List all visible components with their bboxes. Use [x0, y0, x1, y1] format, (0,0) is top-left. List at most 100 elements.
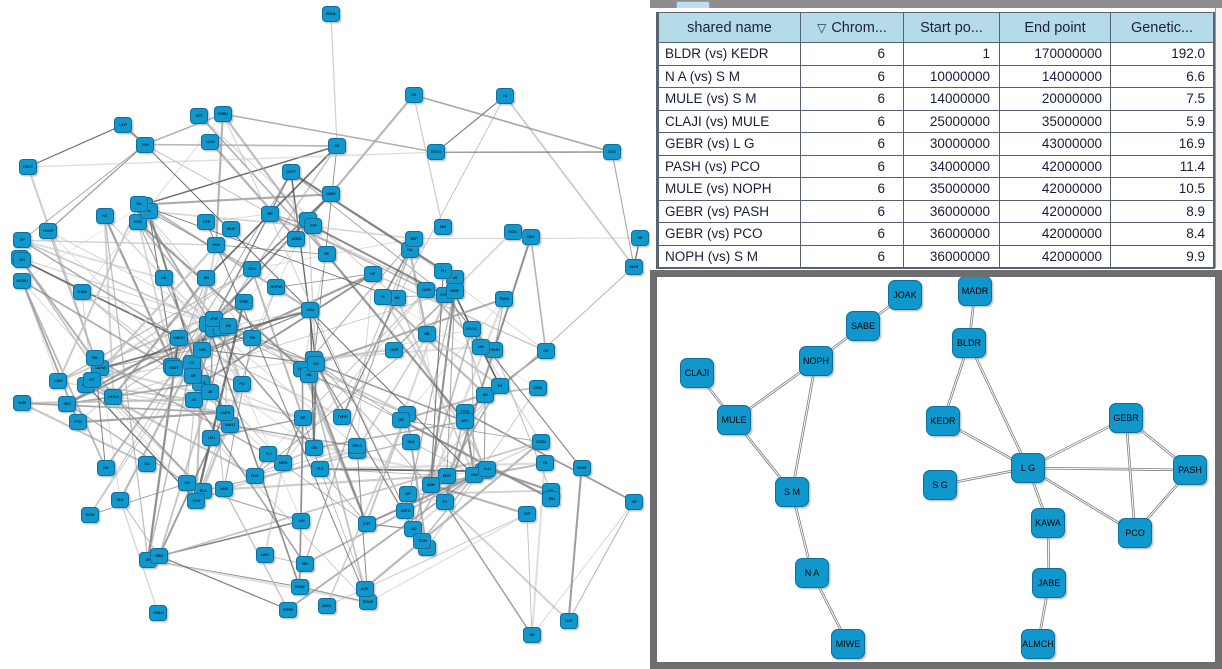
- node[interactable]: PTG: [69, 414, 88, 431]
- node[interactable]: JRU: [542, 490, 561, 507]
- table-cell[interactable]: 6: [801, 133, 904, 156]
- node[interactable]: WAJ: [301, 302, 320, 319]
- table-row[interactable]: GEBR (vs) PCO 6 36000000 42000000 8.4: [659, 223, 1214, 246]
- table-cell[interactable]: NOPH (vs) S M: [659, 245, 801, 268]
- node[interactable]: PTP: [304, 218, 323, 235]
- node[interactable]: HP: [363, 265, 382, 282]
- node[interactable]: MMK: [445, 282, 464, 299]
- panel-tab[interactable]: [676, 1, 710, 8]
- node[interactable]: TB: [535, 455, 554, 472]
- table-cell[interactable]: 6.6: [1111, 65, 1214, 88]
- node[interactable]: PLJ: [311, 460, 330, 477]
- table-cell[interactable]: 6: [801, 88, 904, 111]
- small-network-view[interactable]: JOAK SABE NOPH CLAJI MULE S M N A MIWE MADR BLDR K…: [657, 277, 1215, 662]
- table-cell[interactable]: GEBR (vs) PCO: [659, 223, 801, 246]
- table-cell[interactable]: 6: [801, 200, 904, 223]
- table-cell[interactable]: 7.5: [1111, 88, 1214, 111]
- node[interactable]: ROPW: [267, 279, 286, 296]
- table-cell[interactable]: PASH (vs) PCO: [659, 155, 801, 178]
- node[interactable]: OE: [536, 343, 555, 360]
- node[interactable]: WNB: [572, 460, 591, 477]
- node[interactable]: KB: [154, 270, 173, 287]
- node[interactable]: PL: [374, 289, 393, 306]
- table-cell[interactable]: 6: [801, 43, 904, 66]
- node[interactable]: GTU: [187, 492, 206, 509]
- node[interactable]: KMJT: [164, 360, 183, 377]
- node[interactable]: PJ: [435, 494, 454, 511]
- node[interactable]: KG: [307, 355, 326, 372]
- node[interactable]: TAL: [85, 350, 104, 367]
- node[interactable]: DTE: [197, 213, 216, 230]
- node-n-a[interactable]: N A: [795, 558, 829, 588]
- node-kedr[interactable]: KEDR: [926, 406, 960, 436]
- table-row[interactable]: GEBR (vs) L G 6 30000000 43000000 16.9: [659, 133, 1214, 156]
- node-bldr[interactable]: BLDR: [952, 328, 986, 358]
- node[interactable]: SA: [129, 196, 148, 213]
- table-cell[interactable]: MULE (vs) S M: [659, 88, 801, 111]
- node[interactable]: TEH: [135, 136, 154, 153]
- node[interactable]: RK: [317, 246, 336, 263]
- node[interactable]: OK: [404, 87, 423, 103]
- table-cell[interactable]: 10.5: [1111, 178, 1214, 201]
- node[interactable]: WUE: [221, 220, 240, 237]
- node[interactable]: NGN: [503, 223, 522, 240]
- node[interactable]: LMPB: [216, 404, 235, 421]
- table-cell[interactable]: 42000000: [1000, 245, 1111, 268]
- node-jabe[interactable]: JABE: [1032, 568, 1066, 598]
- table-cell[interactable]: CLAJI (vs) MULE: [659, 110, 801, 133]
- node[interactable]: SR: [625, 493, 643, 510]
- table-cell[interactable]: 16.9: [1111, 133, 1214, 156]
- node[interactable]: BN: [197, 270, 216, 287]
- table-cell[interactable]: 8.4: [1111, 223, 1214, 246]
- table-cell[interactable]: 42000000: [1000, 223, 1111, 246]
- node[interactable]: SGBU: [213, 105, 232, 122]
- node[interactable]: TLJ: [259, 445, 278, 462]
- node-s-m[interactable]: S M: [775, 477, 809, 507]
- node[interactable]: JHAN: [72, 284, 91, 301]
- table-cell[interactable]: 11.4: [1111, 155, 1214, 178]
- node[interactable]: SU: [137, 456, 156, 473]
- node[interactable]: JTDN: [413, 532, 432, 549]
- node[interactable]: EPLS: [347, 438, 366, 455]
- table-row[interactable]: NOPH (vs) S M 6 36000000 42000000 9.9: [659, 245, 1214, 268]
- table-cell[interactable]: 35000000: [1000, 110, 1111, 133]
- node-gebr[interactable]: GEBR: [1109, 403, 1143, 433]
- node[interactable]: SM: [295, 555, 314, 572]
- table-cell[interactable]: 5.9: [1111, 110, 1214, 133]
- table-cell[interactable]: 6: [801, 155, 904, 178]
- node[interactable]: DE: [184, 368, 203, 385]
- node[interactable]: OMLH: [149, 605, 168, 622]
- node-sabe[interactable]: SABE: [846, 311, 880, 341]
- node[interactable]: DE: [219, 317, 238, 334]
- node[interactable]: DSPT: [282, 164, 301, 181]
- node[interactable]: BBS: [521, 229, 540, 246]
- node[interactable]: MLBT: [625, 258, 643, 275]
- table-cell[interactable]: 35000000: [904, 178, 1000, 201]
- table-scrollbar[interactable]: [1215, 8, 1222, 268]
- table-cell[interactable]: 6: [801, 178, 904, 201]
- table-cell[interactable]: 6: [801, 223, 904, 246]
- table-row[interactable]: N A (vs) S M 6 10000000 14000000 6.6: [659, 65, 1214, 88]
- node[interactable]: NLK: [402, 433, 420, 450]
- table-cell[interactable]: 30000000: [904, 133, 1000, 156]
- table-cell[interactable]: 10000000: [904, 65, 1000, 88]
- node[interactable]: HLEW: [104, 388, 123, 405]
- node[interactable]: SGW: [81, 507, 99, 523]
- large-network-view[interactable]: EMMLRJUDROEKTMJEUKEEDSHJDKSGWDWNDTEOJLLA…: [0, 0, 652, 669]
- column-header-2[interactable]: Start po...: [904, 13, 1000, 43]
- table-cell[interactable]: GEBR (vs) L G: [659, 133, 801, 156]
- node[interactable]: MH: [292, 513, 311, 530]
- node[interactable]: LEU: [202, 429, 221, 446]
- node[interactable]: MG: [13, 252, 31, 269]
- table-cell[interactable]: 42000000: [1000, 155, 1111, 178]
- node[interactable]: JPW: [204, 311, 223, 328]
- node[interactable]: ADEA: [287, 231, 306, 248]
- node[interactable]: TH: [490, 377, 509, 394]
- node[interactable]: GWW: [290, 578, 309, 595]
- node[interactable]: EOUR: [358, 594, 377, 611]
- filter-icon[interactable]: ▽: [817, 20, 827, 35]
- node-kawa[interactable]: KAWA: [1031, 508, 1065, 538]
- node[interactable]: AGB: [355, 580, 374, 597]
- table-row[interactable]: MULE (vs) NOPH 6 35000000 42000000 10.5: [659, 178, 1214, 201]
- node[interactable]: TM: [242, 330, 261, 347]
